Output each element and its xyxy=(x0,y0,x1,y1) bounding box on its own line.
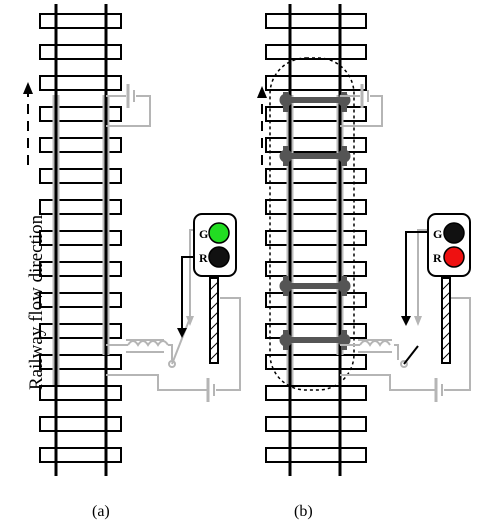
panel-b-train-outline xyxy=(269,57,355,391)
panel-b-relay-switch xyxy=(403,345,419,365)
panel-a-signal-r-label: R xyxy=(199,251,208,265)
panel-a: G R (a) xyxy=(39,4,241,520)
panel-b-signal-g-label: G xyxy=(433,227,442,241)
panel-b-signal: G R xyxy=(401,213,471,364)
panel-a-battery-top xyxy=(106,84,151,127)
panel-a-caption: (a) xyxy=(92,503,110,520)
panel-b-red-lamp xyxy=(443,246,465,268)
panel-a-relay-circuit xyxy=(106,229,241,402)
panel-b: G R (b) xyxy=(257,4,471,520)
panel-a-ties xyxy=(39,13,122,463)
panel-b-caption: (b) xyxy=(294,503,313,520)
panel-a-signal-g-label: G xyxy=(199,227,208,241)
panel-a-red-lamp xyxy=(208,246,230,268)
panel-b-signal-r-label: R xyxy=(433,251,442,265)
panel-a-signal: G R xyxy=(177,213,237,364)
panel-b-battery-top xyxy=(340,84,383,127)
panel-b-green-lamp xyxy=(443,222,465,244)
panel-b-relay-circuit xyxy=(340,229,471,402)
direction-indicator: Railway flow direction xyxy=(23,82,47,390)
panel-a-green-lamp xyxy=(208,222,230,244)
panel-b-motion-arrow xyxy=(257,86,267,165)
direction-label: Railway flow direction xyxy=(26,214,47,390)
